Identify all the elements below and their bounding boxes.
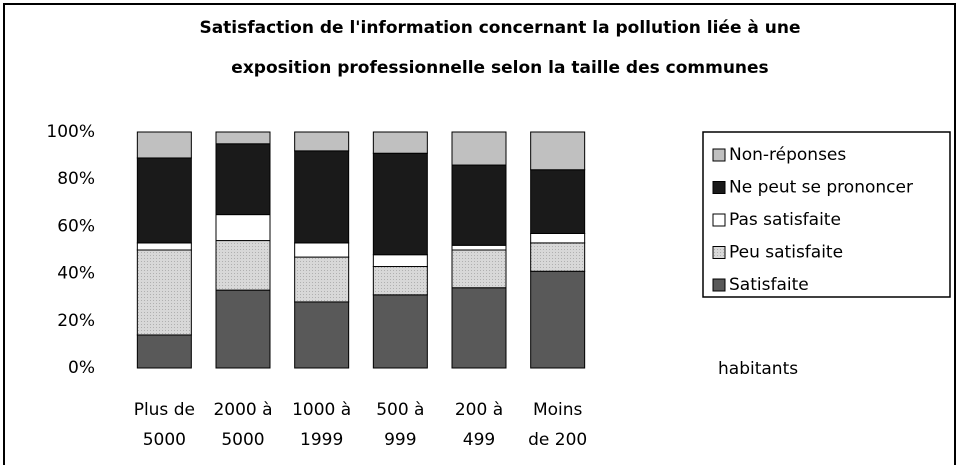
bar-segment bbox=[372, 254, 428, 268]
bar-segment bbox=[530, 232, 586, 244]
chart-title: exposition professionnelle selon la tail… bbox=[231, 58, 768, 78]
bar-segment bbox=[294, 131, 350, 152]
x-tick-label: Plus de bbox=[134, 400, 195, 420]
x-tick-label: Moins bbox=[533, 400, 583, 420]
x-tick-label: 999 bbox=[384, 430, 416, 450]
bar-segment bbox=[372, 131, 428, 154]
y-tick-label: 80% bbox=[57, 169, 95, 189]
bar-segment bbox=[294, 150, 350, 244]
legend-box bbox=[702, 131, 951, 298]
bar-segment bbox=[215, 131, 271, 145]
bar-segment bbox=[294, 256, 350, 303]
legend-label: Non-réponses bbox=[729, 145, 846, 165]
x-tick-label: 5000 bbox=[221, 430, 264, 450]
bar-segment bbox=[136, 249, 192, 336]
y-tick-label: 60% bbox=[57, 216, 95, 236]
chart-title: Satisfaction de l'information concernant… bbox=[199, 18, 800, 38]
legend-swatch bbox=[712, 181, 726, 194]
bar-segment bbox=[136, 131, 192, 159]
bar-segment bbox=[372, 266, 428, 296]
x-tick-label: 499 bbox=[463, 430, 495, 450]
bar-segment bbox=[372, 152, 428, 256]
x-tick-label: 1999 bbox=[300, 430, 343, 450]
bar-segment bbox=[530, 131, 586, 171]
bar-segment bbox=[451, 164, 507, 246]
legend-swatch bbox=[712, 246, 726, 259]
y-tick-label: 20% bbox=[57, 311, 95, 331]
legend-label: Peu satisfaite bbox=[729, 243, 843, 263]
bar-segment bbox=[294, 301, 350, 369]
legend-swatch bbox=[712, 278, 726, 292]
bar-segment bbox=[451, 287, 507, 369]
bar-segment bbox=[530, 270, 586, 369]
y-tick-label: 100% bbox=[46, 122, 95, 142]
x-tick-label: 5000 bbox=[143, 430, 186, 450]
x-tick-label: 2000 à bbox=[213, 400, 272, 420]
bar-segment bbox=[372, 294, 428, 369]
bar-segment bbox=[294, 242, 350, 258]
y-tick-label: 0% bbox=[68, 358, 95, 378]
x-tick-label: de 200 bbox=[528, 430, 587, 450]
x-tick-label: 1000 à bbox=[292, 400, 351, 420]
legend-swatch bbox=[712, 148, 726, 162]
bar-segment bbox=[136, 242, 192, 251]
x-tick-label: 200 à bbox=[455, 400, 503, 420]
annotation: habitants bbox=[718, 359, 798, 379]
x-tick-label: 500 à bbox=[376, 400, 424, 420]
bar-segment bbox=[530, 242, 586, 272]
chart-border bbox=[3, 3, 956, 465]
bar-segment bbox=[136, 157, 192, 244]
legend-label: Satisfaite bbox=[729, 275, 809, 295]
bar-segment bbox=[136, 334, 192, 369]
bar-segment bbox=[530, 169, 586, 234]
bar-segment bbox=[215, 214, 271, 242]
bar-segment bbox=[451, 244, 507, 251]
bar-segment bbox=[451, 249, 507, 289]
bar-segment bbox=[215, 289, 271, 369]
bar-segment bbox=[215, 240, 271, 291]
legend-swatch bbox=[712, 213, 726, 227]
bar-segment bbox=[451, 131, 507, 166]
y-tick-label: 40% bbox=[57, 264, 95, 284]
bar-segment bbox=[215, 143, 271, 216]
legend-label: Ne peut se prononcer bbox=[729, 178, 913, 198]
legend-label: Pas satisfaite bbox=[729, 210, 841, 230]
